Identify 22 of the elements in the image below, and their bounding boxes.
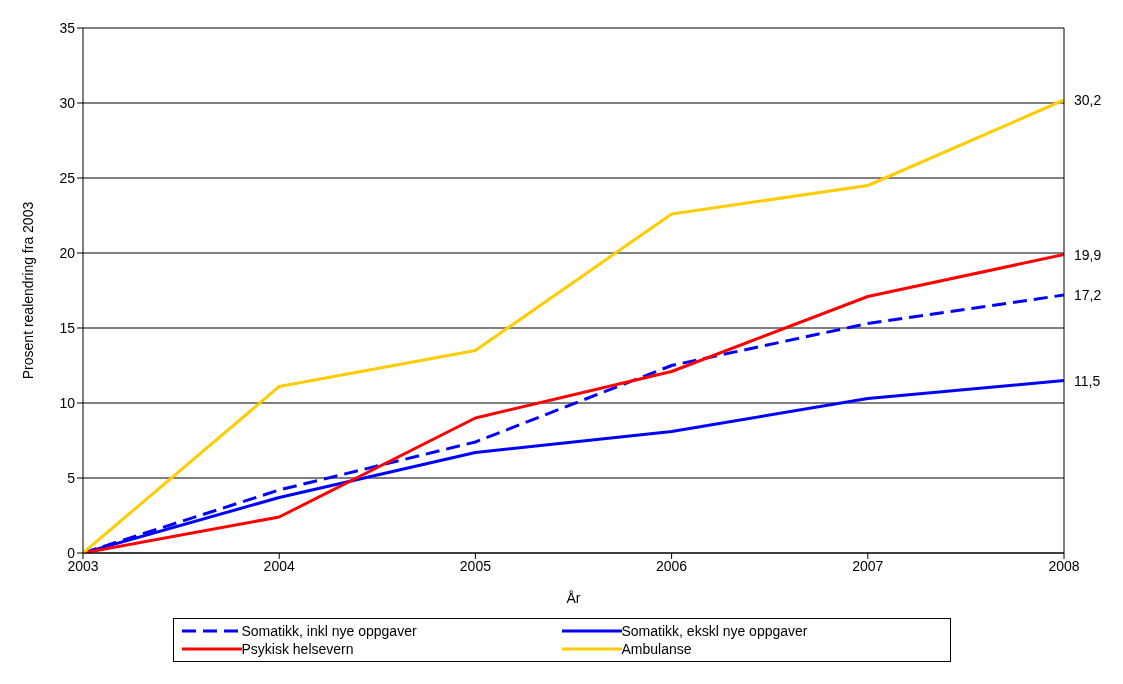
- x-tick-label: 2007: [852, 557, 884, 574]
- data-label: 11,5: [1074, 372, 1101, 389]
- legend-label: Somatikk, inkl nye oppgaver: [241, 623, 417, 639]
- y-tick-label: 10: [59, 394, 76, 411]
- x-tick-label: 2005: [459, 557, 492, 574]
- data-label: 17,2: [1074, 287, 1102, 303]
- y-tick-label: 5: [67, 469, 76, 486]
- data-label: 19,9: [1074, 246, 1102, 263]
- y-tick-label: 30: [59, 94, 76, 111]
- x-tick-label: 2004: [263, 557, 295, 574]
- x-axis-title: År: [566, 590, 581, 606]
- y-tick-label: 20: [59, 244, 76, 261]
- x-tick-label: 2006: [656, 557, 688, 574]
- data-label: 30,2: [1074, 92, 1102, 108]
- legend-label: Somatikk, ekskl nye oppgaver: [621, 623, 808, 639]
- x-tick-label: 2008: [1048, 557, 1080, 574]
- legend-label: Psykisk helsevern: [241, 641, 354, 657]
- legend-label: Ambulanse: [621, 641, 692, 657]
- y-tick-label: 35: [59, 19, 76, 36]
- y-tick-label: 25: [59, 169, 76, 186]
- y-tick-label: 15: [59, 319, 76, 336]
- y-axis-title: Prosent realendring fra 2003: [19, 201, 36, 380]
